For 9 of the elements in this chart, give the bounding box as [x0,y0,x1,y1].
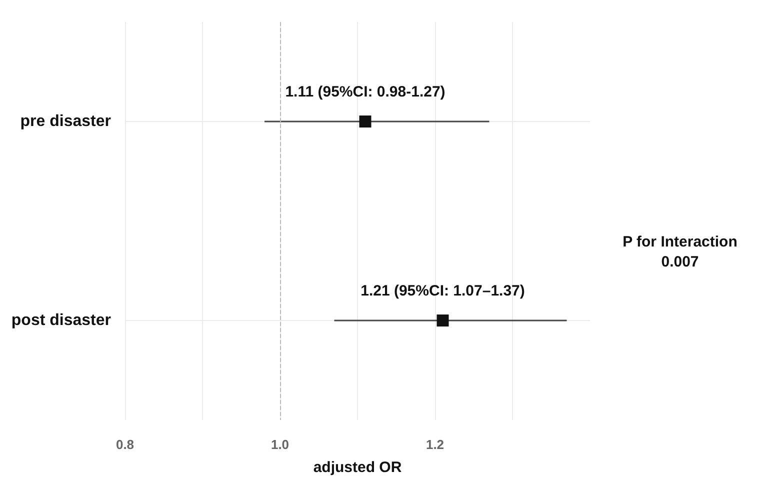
y-tick-label: pre disaster [20,113,111,130]
text: P for Interaction 0.007 [622,234,738,270]
x-tick-label: 1.2 [426,437,444,452]
x-axis-title: adjusted OR [313,459,402,476]
y-tick-label: post disaster [11,312,111,329]
annotation: 1.11 (95%CI: 0.98-1.27) [285,84,446,100]
x-tick-label: 0.8 [116,437,134,452]
x-tick-label: 1.0 [270,437,290,452]
annotation: 1.21 (95%CI: 1.07–1.37) [360,282,525,300]
